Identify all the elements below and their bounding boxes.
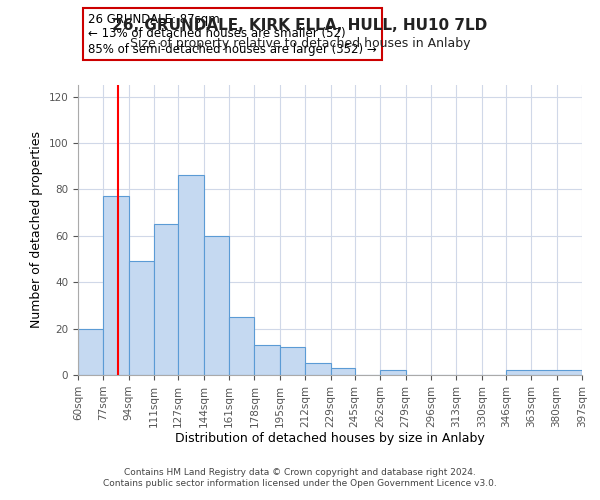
Text: 26, GRUNDALE, KIRK ELLA, HULL, HU10 7LD: 26, GRUNDALE, KIRK ELLA, HULL, HU10 7LD bbox=[112, 18, 488, 32]
Text: 26 GRUNDALE: 87sqm
← 13% of detached houses are smaller (52)
85% of semi-detache: 26 GRUNDALE: 87sqm ← 13% of detached hou… bbox=[88, 12, 377, 56]
Bar bbox=[129, 262, 154, 375]
Text: Contains HM Land Registry data © Crown copyright and database right 2024.
Contai: Contains HM Land Registry data © Crown c… bbox=[103, 468, 497, 487]
Bar bbox=[506, 370, 582, 375]
Bar bbox=[78, 328, 103, 375]
Bar bbox=[305, 364, 331, 375]
Bar bbox=[178, 176, 203, 375]
Bar bbox=[254, 345, 280, 375]
Y-axis label: Number of detached properties: Number of detached properties bbox=[30, 132, 43, 328]
Bar bbox=[103, 196, 129, 375]
Bar bbox=[203, 236, 229, 375]
Bar bbox=[229, 317, 254, 375]
Bar bbox=[380, 370, 406, 375]
Bar bbox=[331, 368, 355, 375]
Bar bbox=[280, 347, 305, 375]
Text: Size of property relative to detached houses in Anlaby: Size of property relative to detached ho… bbox=[130, 38, 470, 51]
X-axis label: Distribution of detached houses by size in Anlaby: Distribution of detached houses by size … bbox=[175, 432, 485, 446]
Bar bbox=[154, 224, 178, 375]
